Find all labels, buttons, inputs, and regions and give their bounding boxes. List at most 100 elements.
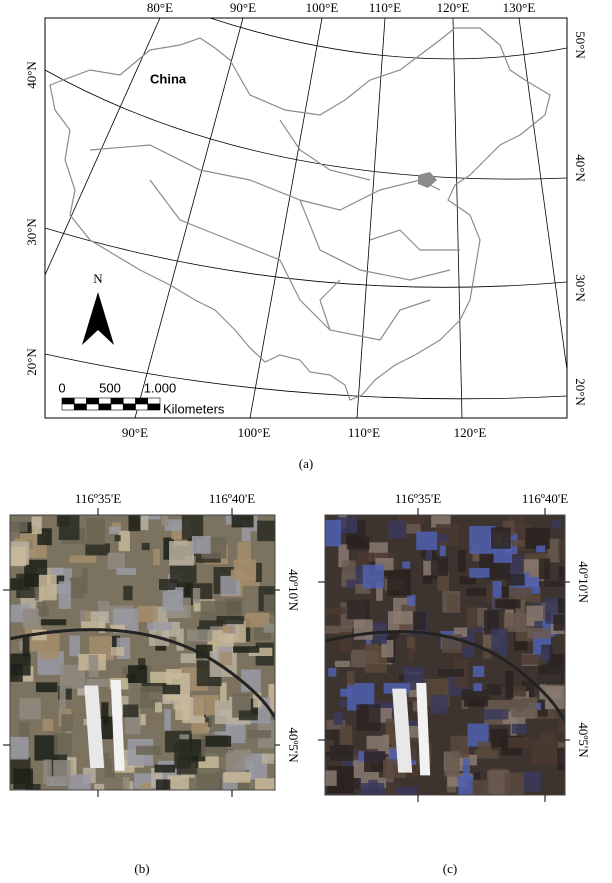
texture-patch <box>383 683 410 694</box>
texture-patch <box>325 519 341 547</box>
texture-patch <box>169 564 197 584</box>
texture-patch <box>137 605 159 622</box>
texture-patch <box>467 723 489 747</box>
texture-patch <box>174 742 192 769</box>
longitude-label: 80°E <box>147 0 173 15</box>
texture-patch <box>501 686 526 697</box>
texture-patch <box>50 575 65 585</box>
texture-patch <box>381 640 394 658</box>
satellite-image <box>325 515 565 795</box>
latitude-label: 40°N <box>573 154 588 182</box>
texture-patch <box>263 623 275 633</box>
longitude-label: 110°E <box>348 425 380 440</box>
latitude-label: 40º5'N <box>286 727 301 763</box>
texture-patch <box>395 787 418 795</box>
caption: (b) <box>134 861 149 876</box>
north-label: N <box>93 271 103 286</box>
texture-patch <box>387 569 411 596</box>
texture-patch <box>38 574 57 601</box>
scale-segment <box>73 403 87 411</box>
map-frame <box>44 17 568 419</box>
scale-segment <box>61 403 75 411</box>
texture-patch <box>128 665 148 684</box>
texture-patch <box>138 714 146 726</box>
texture-patch <box>10 547 27 567</box>
texture-patch <box>110 624 125 632</box>
texture-patch <box>181 515 204 540</box>
scale-segment <box>98 397 112 405</box>
texture-patch <box>233 646 260 653</box>
texture-patch <box>261 753 275 764</box>
texture-patch <box>520 654 548 665</box>
image-frame <box>9 514 276 791</box>
texture-patch <box>362 564 384 589</box>
texture-patch <box>34 575 42 601</box>
texture-patch <box>437 533 449 542</box>
texture-patch <box>538 580 565 587</box>
texture-patch <box>39 619 67 626</box>
texture-patch <box>122 776 130 790</box>
texture-patch <box>147 622 173 631</box>
longitude-label: 120°E <box>437 0 470 15</box>
texture-patch <box>88 654 99 678</box>
scale-segment <box>86 403 100 411</box>
texture-patch <box>66 757 77 777</box>
texture-patch <box>190 587 201 604</box>
texture-patch <box>487 684 505 695</box>
texture-patch <box>167 775 189 790</box>
texture-patch <box>459 641 469 649</box>
texture-patch <box>491 628 509 652</box>
texture-patch <box>472 779 489 795</box>
texture-patch <box>139 515 149 531</box>
texture-patch <box>224 598 243 620</box>
texture-patch <box>101 702 109 725</box>
texture-patch <box>333 712 344 725</box>
texture-patch <box>505 670 514 699</box>
texture-patch <box>245 612 270 628</box>
texture-patch <box>111 647 125 656</box>
texture-patch <box>253 692 262 708</box>
scale-unit: Kilometers <box>163 401 225 416</box>
latitude-label: 40º10'N <box>576 561 591 603</box>
texture-patch <box>80 610 90 626</box>
scale-segment <box>122 397 136 405</box>
scale-segment <box>86 397 100 405</box>
texture-patch <box>430 556 449 576</box>
texture-patch <box>220 682 227 702</box>
texture-patch <box>54 733 72 757</box>
texture-patch <box>196 768 223 789</box>
longitude-label: 116º35'E <box>395 491 441 506</box>
texture-patch <box>547 538 560 563</box>
country-label: China <box>150 71 187 86</box>
scale-segment <box>73 397 87 405</box>
texture-patch <box>111 635 120 656</box>
texture-patch <box>123 585 133 601</box>
texture-patch <box>507 539 525 547</box>
texture-patch <box>438 668 464 677</box>
texture-patch <box>268 683 275 712</box>
texture-patch <box>356 704 381 731</box>
latitude-label: 50°N <box>573 31 588 59</box>
texture-patch <box>69 635 80 657</box>
texture-patch <box>59 664 86 689</box>
texture-patch <box>552 519 561 529</box>
texture-patch <box>128 515 141 532</box>
texture-patch <box>329 745 354 761</box>
texture-patch <box>557 598 565 614</box>
texture-patch <box>107 552 125 570</box>
texture-patch <box>483 610 499 635</box>
caption: (a) <box>299 456 313 471</box>
texture-patch <box>477 741 492 757</box>
scale-segment <box>110 397 124 405</box>
texture-patch <box>141 542 150 551</box>
texture-patch <box>38 605 49 617</box>
runway <box>416 683 431 776</box>
texture-patch <box>558 717 565 734</box>
texture-patch <box>69 577 84 598</box>
runway <box>84 685 105 768</box>
texture-patch <box>199 620 223 627</box>
texture-patch <box>325 625 353 634</box>
texture-patch <box>248 647 273 657</box>
texture-patch <box>58 581 71 609</box>
